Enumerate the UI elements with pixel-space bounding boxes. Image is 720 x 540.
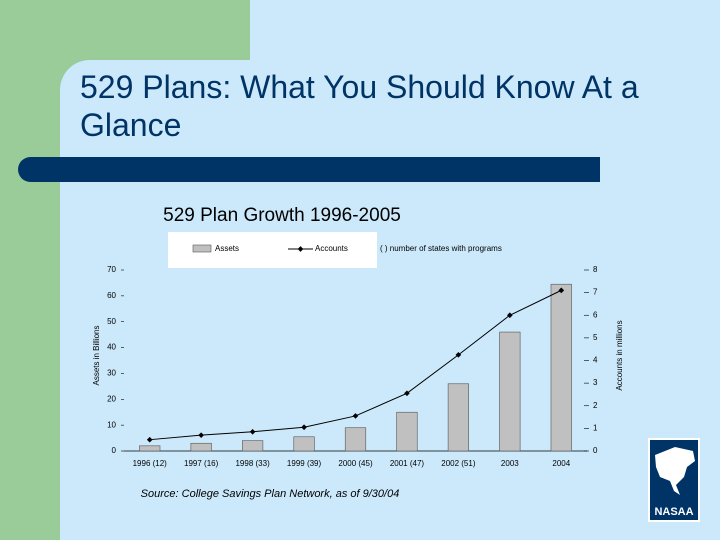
y-tick-label: 20 (107, 394, 116, 403)
marker (198, 432, 204, 438)
bar (550, 283, 572, 452)
x-tick-label: 2004 (552, 459, 570, 468)
background (250, 0, 720, 60)
bar (242, 440, 264, 452)
marker (404, 390, 410, 397)
y2-tick-label: 3 (593, 378, 598, 387)
y2-tick-label: 7 (593, 288, 598, 297)
marker (352, 413, 359, 419)
bar (396, 411, 418, 452)
legend-label: Assets (215, 244, 239, 253)
source: Source: College Savings Plan Network, as… (141, 488, 400, 500)
marker (301, 424, 307, 431)
marker (146, 436, 153, 443)
y-tick-label: 50 (107, 317, 116, 326)
x-tick-label: 1997 (16) (184, 459, 219, 468)
x-tick-label: 2000 (45) (338, 459, 373, 468)
bar (499, 331, 521, 452)
legend-marker (297, 246, 304, 252)
marker (249, 428, 256, 435)
legend-note: ( ) number of states with programs (380, 244, 502, 253)
bar (447, 383, 469, 452)
bar (293, 436, 315, 452)
chart-title: 529 Plan Growth 1996-2005 (163, 205, 401, 226)
y-axis-label: Assets in Billions (92, 325, 101, 385)
bar (190, 442, 212, 452)
marker (558, 287, 565, 294)
marker (455, 352, 462, 358)
y2-tick-label: 0 (593, 446, 598, 455)
logo: NASAA (648, 438, 700, 522)
x-tick-label: 1999 (39) (287, 459, 322, 468)
x-tick-label: 2001 (47) (390, 459, 425, 468)
y-tick-label: 40 (107, 343, 116, 352)
y-tick-label: 30 (107, 369, 116, 378)
y-tick-label: 0 (112, 446, 117, 455)
y-tick-label: 60 (107, 291, 116, 300)
y2-axis-label: Accounts in millions (615, 320, 624, 390)
x-tick-label: 2002 (51) (441, 459, 476, 468)
x-tick-label: 1998 (33) (235, 459, 270, 468)
y2-tick-label: 4 (593, 356, 598, 365)
y2-tick-label: 5 (593, 333, 598, 342)
slide-title: 529 Plans: What You Should Know At a Gla… (80, 69, 639, 143)
bar (344, 427, 367, 452)
y-tick-label: 10 (107, 420, 116, 429)
y2-tick-label: 8 (593, 265, 598, 274)
bar (139, 445, 161, 452)
content-panel (60, 60, 720, 540)
y2-tick-label: 1 (593, 423, 598, 432)
divider-bar (18, 157, 600, 182)
y2-tick-label: 6 (593, 310, 598, 319)
logo-map (655, 447, 695, 495)
legend-label: Accounts (315, 244, 348, 253)
x-tick-label: 1996 (12) (133, 459, 168, 468)
logo-text: NASAA (654, 506, 693, 518)
legend-swatch (192, 244, 212, 253)
y2-tick-label: 2 (593, 401, 598, 410)
marker (507, 312, 513, 319)
x-tick-label: 2003 (501, 459, 519, 468)
y-tick-label: 70 (107, 265, 116, 274)
